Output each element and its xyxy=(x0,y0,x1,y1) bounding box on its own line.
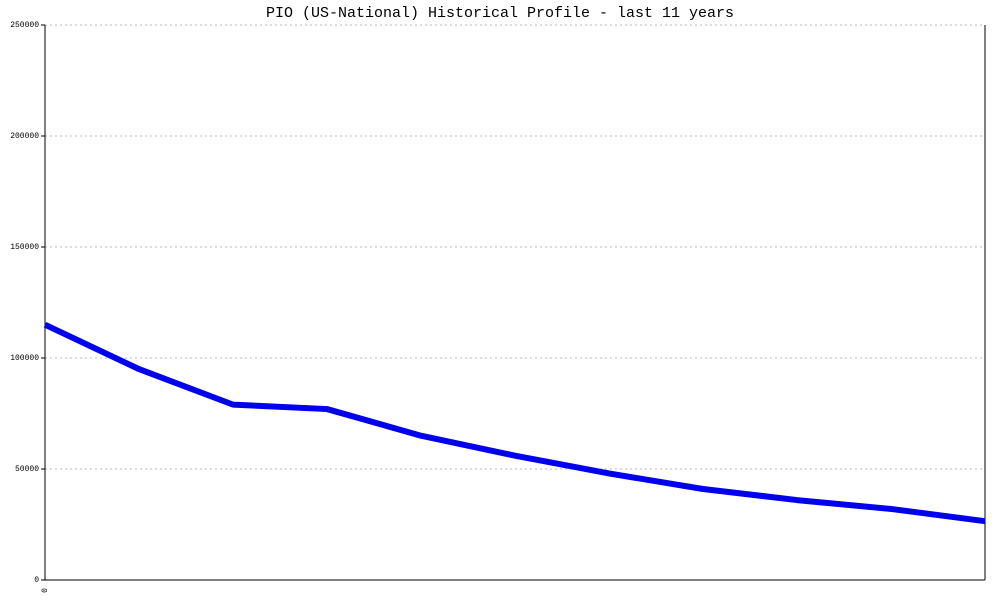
y-tick-label: 250000 xyxy=(10,21,39,30)
y-tick-label: 50000 xyxy=(15,465,39,474)
y-tick-label: 0 xyxy=(34,576,39,585)
chart-title: PIO (US-National) Historical Profile - l… xyxy=(266,5,734,22)
x-tick-label: 0 xyxy=(41,588,50,593)
line xyxy=(43,321,986,525)
y-tick-label: 200000 xyxy=(10,132,39,141)
y-tick-label: 150000 xyxy=(10,243,39,252)
y-tick-label: 100000 xyxy=(10,354,39,363)
